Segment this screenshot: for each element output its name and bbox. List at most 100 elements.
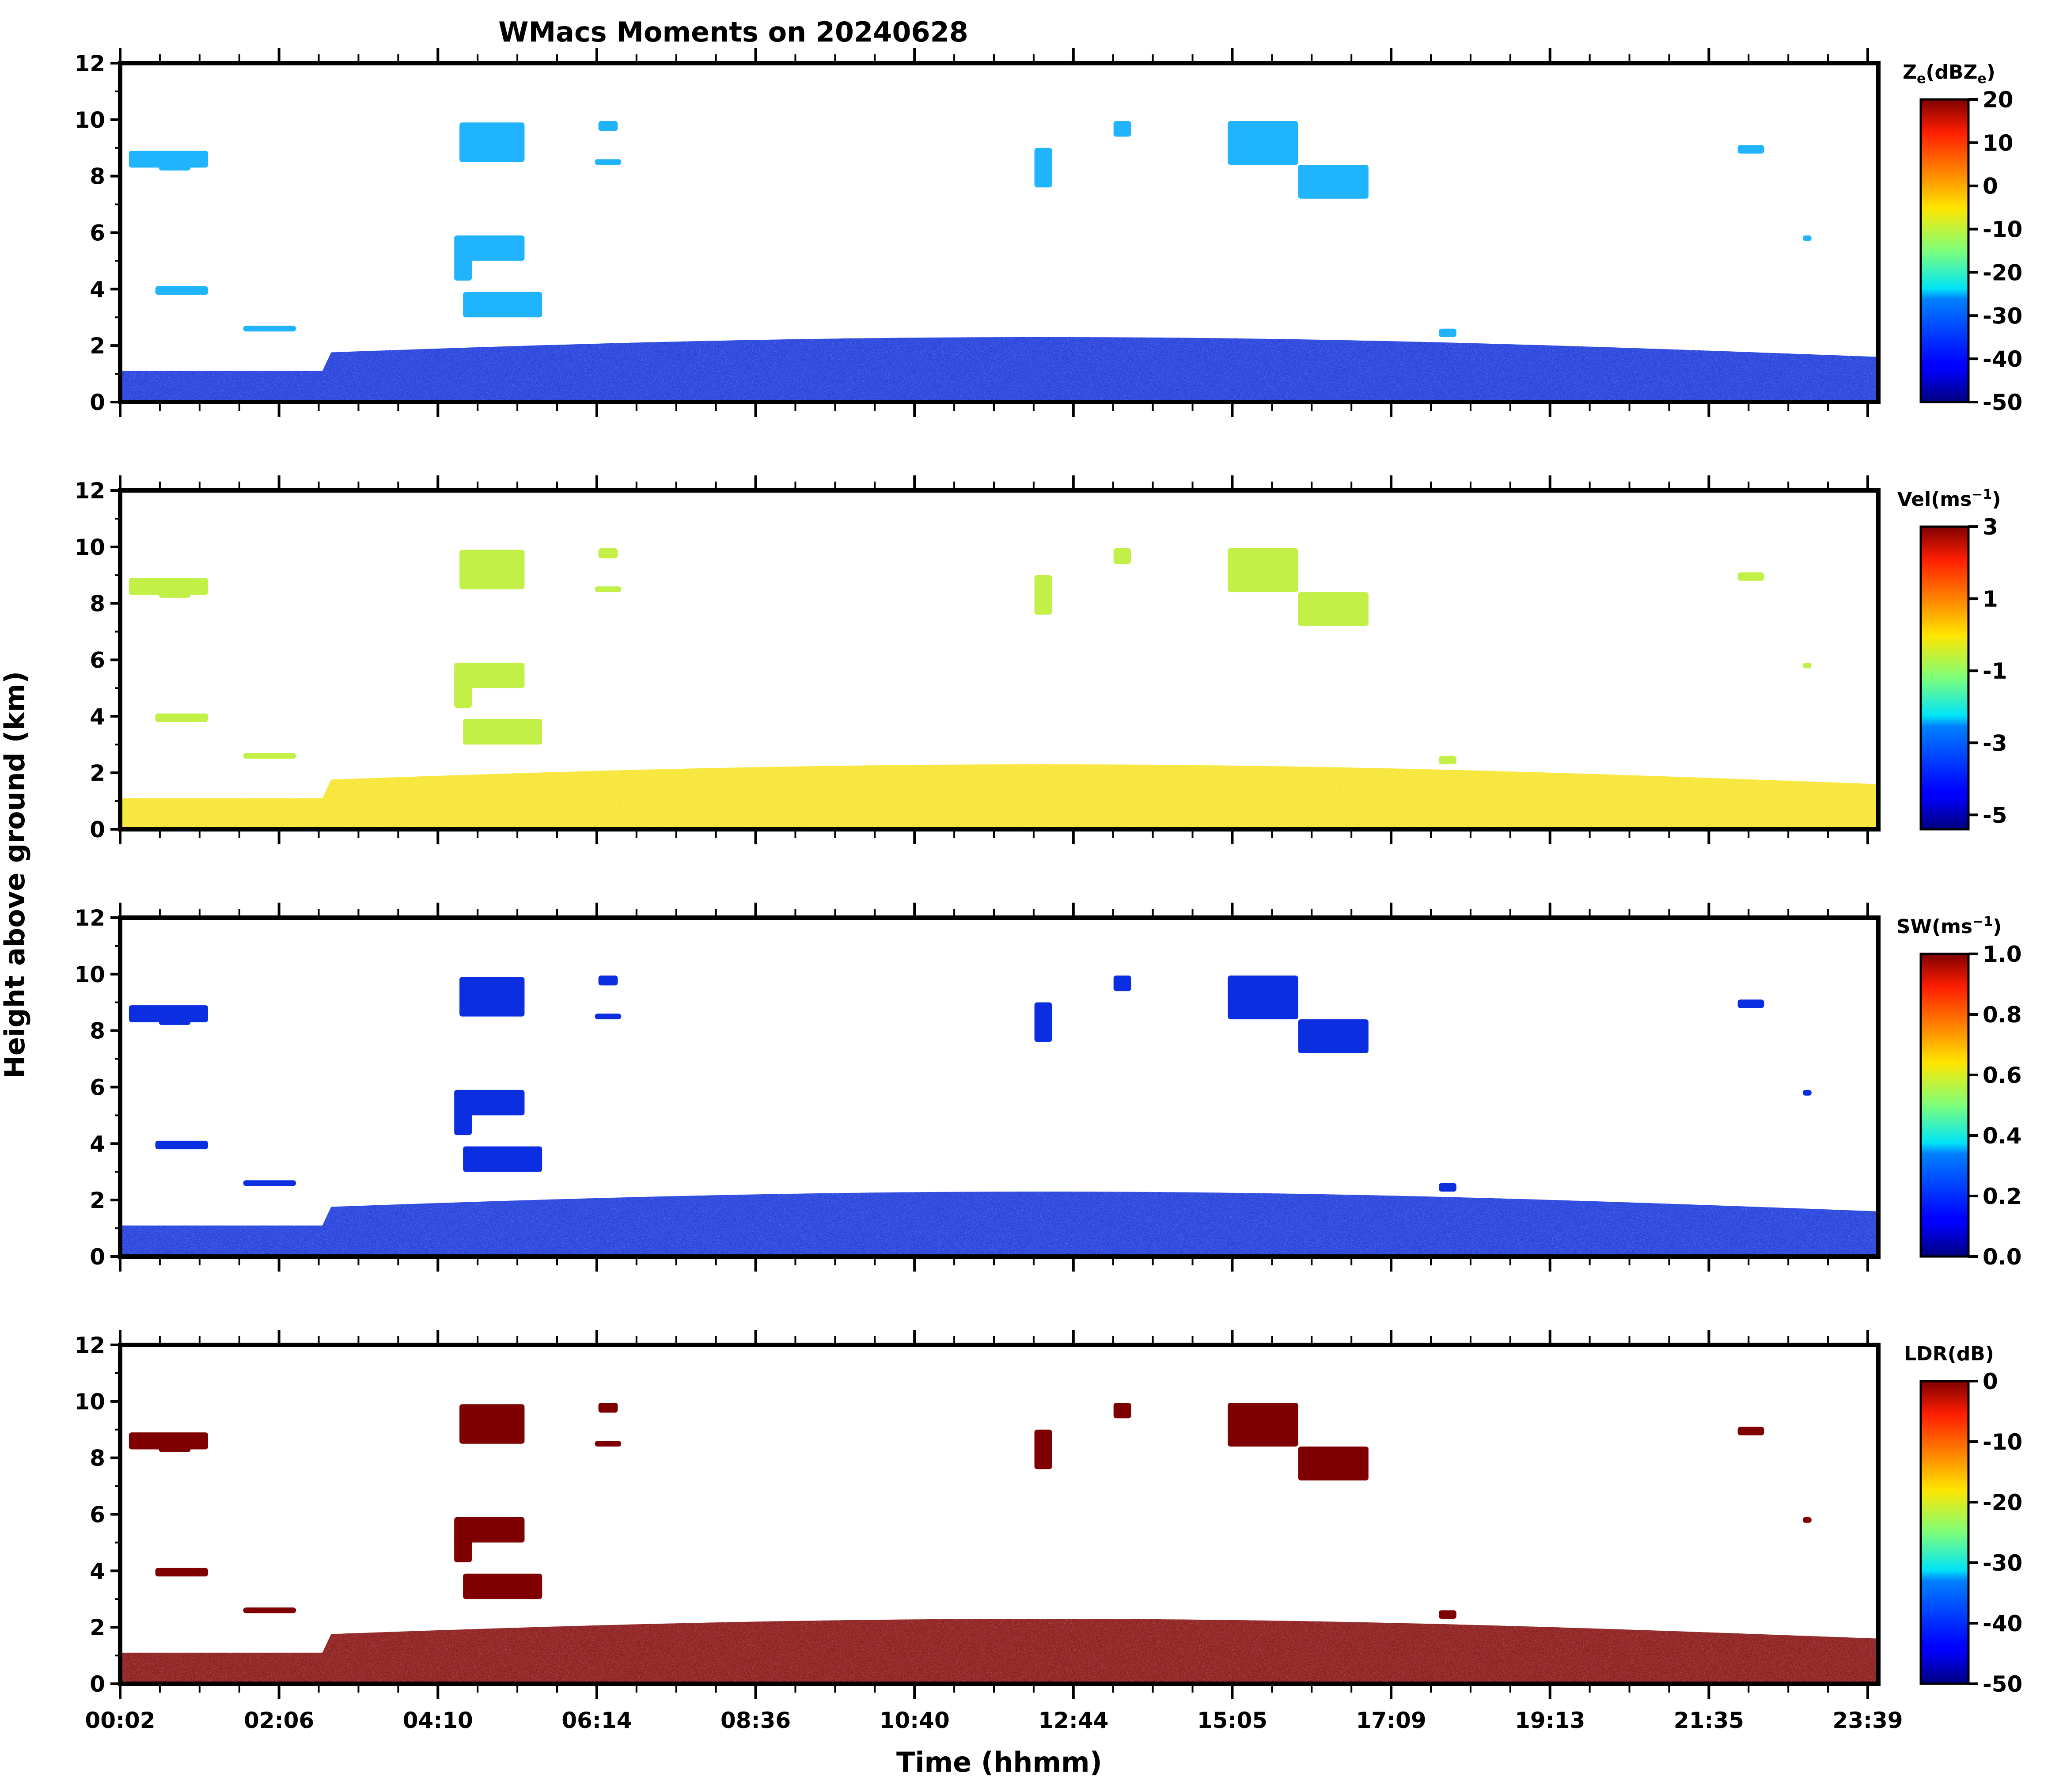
x-tick-label: 06:14 — [561, 1708, 632, 1733]
cloud-echo — [1439, 1183, 1456, 1192]
colorbar — [1919, 525, 1970, 831]
y-tick-label: 10 — [74, 107, 105, 133]
colorbar-tick-label: -5 — [1983, 802, 2007, 828]
echo-speckle — [120, 1609, 1878, 1684]
colorbar-tick-label: -30 — [1983, 303, 2022, 329]
cloud-echo — [459, 1404, 525, 1444]
y-tick-label: 6 — [90, 648, 105, 673]
y-tick-label: 8 — [90, 591, 105, 617]
cloud-echo — [598, 121, 618, 131]
panel-ze: 0 2 4 6 8 10 12 20 10 0 -10 -20 -30 -40 -50 Ze(dBZe) — [74, 48, 2022, 417]
colorbar-tick-label: -1 — [1983, 658, 2007, 684]
cloud-echo — [1737, 1427, 1764, 1435]
colorbar-tick-label: 10 — [1983, 130, 2014, 156]
cloud-echo — [463, 1146, 542, 1172]
x-tick-label: 02:06 — [244, 1708, 314, 1733]
cloud-echo — [1802, 235, 1812, 241]
cloud-echo — [1228, 1403, 1298, 1447]
y-tick-label: 8 — [90, 1446, 105, 1471]
colorbar-tick-label: 3 — [1983, 514, 1998, 540]
colorbar-tick-label: -50 — [1983, 390, 2022, 415]
x-tick-label: 17:09 — [1356, 1708, 1426, 1733]
cloud-echo — [454, 662, 525, 688]
cloud-echo — [243, 1180, 296, 1186]
cloud-echo — [1113, 1403, 1131, 1419]
colorbar-tick-label: 0 — [1983, 174, 1998, 199]
panel-ldr: 0 2 4 6 8 10 12 00:02 02:06 04:10 06:14 08:36 10:40 1… — [74, 1330, 2022, 1733]
x-tick-label: 19:13 — [1515, 1708, 1585, 1733]
y-tick-label: 0 — [90, 390, 105, 415]
cloud-echo — [1298, 1447, 1369, 1481]
cloud-echo — [1034, 575, 1052, 615]
y-tick-label: 10 — [74, 535, 105, 560]
panel-vel: 0 2 4 6 8 10 12 3 1 -1 -3 -5 Vel(ms−1) — [74, 475, 2007, 844]
cloud-echo — [595, 159, 622, 165]
colorbar-label: Vel(ms−1) — [1897, 487, 2001, 511]
colorbar-tick-label: 0.8 — [1983, 1002, 2022, 1028]
echo-speckle — [120, 327, 1878, 402]
cloud-echo — [454, 1109, 472, 1135]
y-tick-label: 6 — [90, 1075, 105, 1101]
colorbar-tick-label: -50 — [1983, 1671, 2022, 1697]
cloud-echo — [1439, 1610, 1456, 1619]
cloud-echo — [1228, 548, 1298, 592]
cloud-echo — [1113, 548, 1131, 564]
cloud-echo — [1737, 145, 1764, 154]
colorbar-tick-label: 0 — [1983, 1369, 1998, 1394]
cloud-echo — [454, 1537, 472, 1563]
cloud-echo — [1439, 756, 1456, 764]
y-tick-label: 6 — [90, 1502, 105, 1528]
y-tick-label: 12 — [74, 478, 105, 504]
cloud-echo — [1737, 999, 1764, 1008]
cloud-echo — [463, 292, 542, 318]
y-tick-label: 0 — [90, 817, 105, 843]
y-tick-label: 2 — [90, 1615, 105, 1640]
x-tick-label: 15:05 — [1197, 1708, 1267, 1733]
cloud-echo — [598, 976, 618, 986]
cloud-echo — [243, 326, 296, 332]
cloud-echo — [1034, 1002, 1052, 1042]
colorbar-tick-label: 1 — [1983, 586, 1998, 612]
colorbar — [1919, 1380, 1970, 1685]
cloud-echo — [155, 1568, 208, 1577]
y-tick-label: 4 — [90, 1131, 105, 1157]
colorbar-tick-label: 0.4 — [1983, 1123, 2022, 1149]
y-tick-label: 6 — [90, 220, 105, 246]
colorbar — [1919, 98, 1970, 403]
x-tick-label: 23:39 — [1832, 1708, 1903, 1733]
x-tick-label: 10:40 — [880, 1708, 950, 1733]
cloud-echo — [159, 1010, 191, 1025]
cloud-echo — [595, 1014, 622, 1020]
colorbar-tick-label: 0.0 — [1983, 1244, 2022, 1270]
x-tick-label: 21:35 — [1674, 1708, 1744, 1733]
cloud-echo — [463, 1573, 542, 1599]
panel-sw: 0 2 4 6 8 10 12 1.0 0.8 0.6 0.4 0.2 0.0 SW(ms−1) — [74, 903, 2022, 1272]
colorbar-tick-label: 20 — [1983, 87, 2014, 113]
colorbar-tick-label: 0.6 — [1983, 1063, 2022, 1088]
cloud-echo — [459, 122, 525, 162]
cloud-echo — [155, 1140, 208, 1150]
x-axis-label: Time (hhmm) — [896, 1746, 1102, 1778]
cloud-echo — [454, 682, 472, 708]
colorbar-tick-label: -40 — [1983, 1611, 2022, 1636]
cloud-echo — [1439, 328, 1456, 337]
cloud-echo — [598, 1403, 618, 1413]
cloud-echo — [595, 586, 622, 592]
x-tick-label: 08:36 — [721, 1708, 791, 1733]
colorbar-label: SW(ms−1) — [1896, 914, 2002, 938]
colorbar-tick-label: -10 — [1983, 1429, 2022, 1455]
x-tick-label: 00:02 — [85, 1708, 155, 1733]
y-tick-label: 10 — [74, 1389, 105, 1415]
cloud-echo — [1802, 1517, 1812, 1523]
cloud-echo — [1034, 1429, 1052, 1469]
y-tick-label: 4 — [90, 1558, 105, 1584]
y-tick-label: 2 — [90, 333, 105, 359]
cloud-echo — [1802, 1090, 1812, 1096]
cloud-echo — [155, 713, 208, 722]
colorbar-label: LDR(dB) — [1904, 1343, 1994, 1365]
cloud-echo — [1113, 121, 1131, 137]
cloud-echo — [1802, 662, 1812, 668]
x-tick-label: 12:44 — [1038, 1708, 1108, 1733]
colorbar-tick-label: -40 — [1983, 346, 2022, 372]
